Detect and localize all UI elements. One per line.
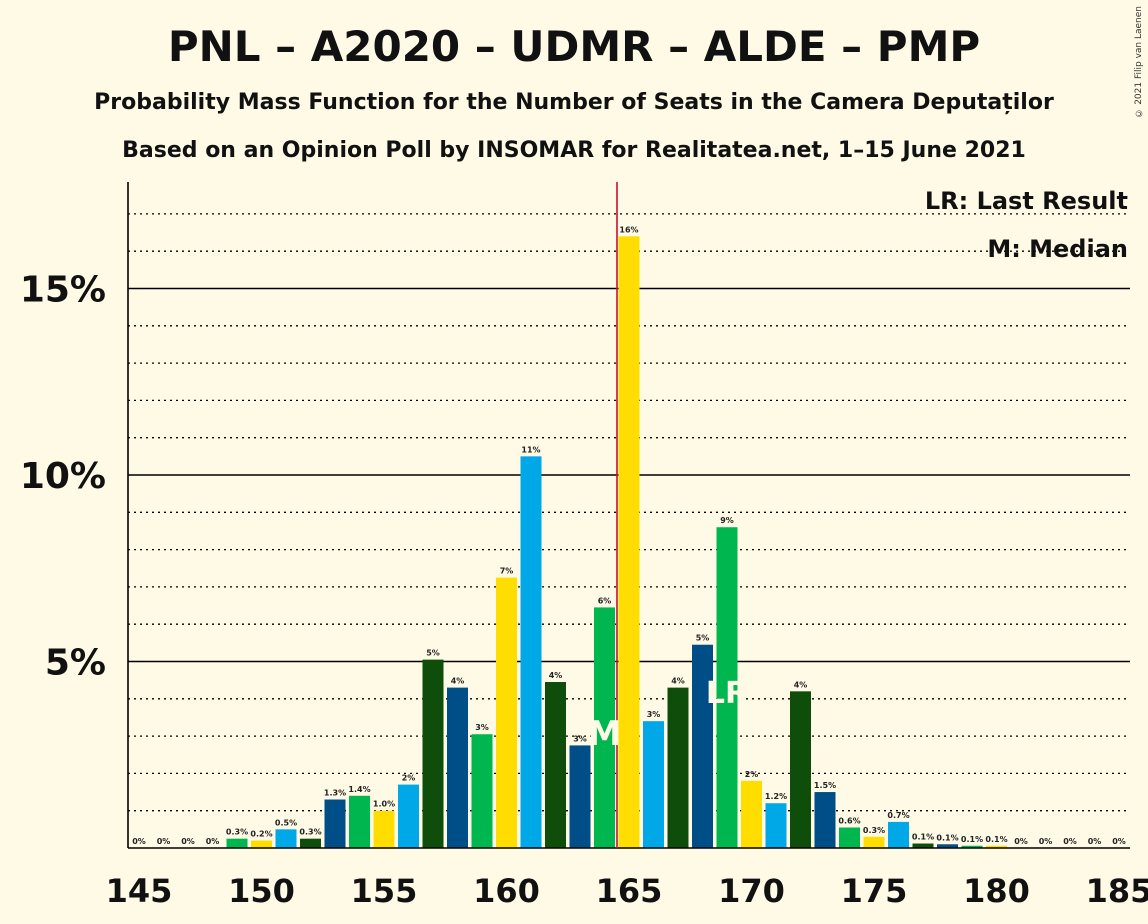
bar-label-154: 1.4%	[348, 785, 370, 794]
bar-label-167: 4%	[671, 677, 685, 686]
bar-label-157: 5%	[426, 649, 440, 658]
x-tick-label: 170	[718, 872, 785, 910]
bar-165	[618, 236, 640, 848]
bar-178	[937, 844, 958, 848]
last-result-marker: LR	[706, 676, 748, 711]
bar-152	[300, 838, 321, 848]
x-tick-label: 175	[841, 872, 908, 910]
x-tick-label: 150	[228, 872, 295, 910]
bar-166	[643, 721, 664, 848]
bar-label-180: 0.1%	[985, 835, 1007, 844]
bar-label-169: 9%	[720, 516, 734, 525]
bar-label-172: 4%	[794, 680, 808, 689]
bar-159	[471, 734, 493, 848]
bar-label-165: 16%	[619, 225, 638, 234]
bar-label-182: 0%	[1039, 837, 1053, 846]
bar-149	[226, 838, 248, 848]
bar-label-166: 3%	[647, 710, 661, 719]
bar-label-149: 0.3%	[226, 828, 248, 837]
bar-174	[839, 827, 860, 848]
bar-175	[863, 836, 885, 848]
bar-179	[961, 845, 983, 848]
bar-151	[275, 829, 297, 848]
chart-subtitle: Probability Mass Function for the Number…	[94, 90, 1054, 115]
bar-label-148: 0%	[206, 837, 220, 846]
bar-157	[422, 659, 444, 848]
bar-167	[667, 687, 689, 848]
bar-label-162: 4%	[549, 671, 563, 680]
bar-label-184: 0%	[1088, 837, 1102, 846]
bar-label-161: 11%	[521, 445, 540, 454]
bar-164	[594, 607, 615, 848]
bar-label-160: 7%	[500, 567, 514, 576]
x-tick-label: 160	[473, 872, 540, 910]
bar-161	[520, 456, 542, 848]
bar-label-185: 0%	[1112, 837, 1126, 846]
bar-label-155: 1.0%	[373, 800, 395, 809]
bar-150	[251, 840, 272, 848]
bar-label-174: 0.6%	[838, 816, 860, 825]
chart-source: Based on an Opinion Poll by INSOMAR for …	[122, 138, 1026, 163]
median-marker: M	[588, 714, 622, 754]
x-tick-label: 180	[963, 872, 1030, 910]
bar-label-146: 0%	[157, 837, 171, 846]
bar-158	[447, 687, 468, 848]
bar-162	[545, 682, 566, 848]
bar-169	[716, 527, 738, 848]
bar-label-178: 0.1%	[936, 833, 958, 842]
bar-label-150: 0.2%	[250, 830, 272, 839]
x-tick-label: 185	[1086, 872, 1148, 910]
x-tick-label: 165	[596, 872, 663, 910]
bar-171	[765, 803, 787, 848]
bar-label-168: 5%	[696, 634, 710, 643]
x-tick-label: 145	[106, 872, 173, 910]
x-tick-label: 155	[351, 872, 418, 910]
bar-label-145: 0%	[132, 837, 146, 846]
bar-labels: 0% 0% 0% 0%0.3% 0.2%0.5%0.3%1.3% 1.4%1.0%2%5%…	[132, 225, 1126, 846]
bar-177	[912, 843, 934, 848]
bar-156	[398, 784, 419, 848]
bar-170	[741, 780, 762, 848]
bar-label-156: 2%	[402, 774, 416, 783]
bar-label-179: 0.1%	[961, 835, 983, 844]
legend-last-result: LR: Last Result	[925, 187, 1128, 215]
axes: 5% 10% 15% 145 150 155 160 165 170 175 180 185	[20, 182, 1148, 910]
bar-160	[496, 577, 517, 848]
bar-155	[373, 810, 395, 848]
bar-172	[790, 691, 811, 848]
bar-label-158: 4%	[451, 677, 465, 686]
bar-label-176: 0.7%	[887, 811, 909, 820]
bar-label-177: 0.1%	[912, 833, 934, 842]
bar-168	[692, 644, 713, 848]
bar-label-163: 3%	[573, 734, 587, 743]
legend-median: M: Median	[987, 235, 1128, 263]
markers: M LR	[588, 182, 748, 848]
bar-label-181: 0%	[1014, 837, 1028, 846]
bar-176	[888, 821, 909, 848]
bar-163	[569, 745, 591, 848]
y-tick-label: 5%	[45, 643, 106, 684]
grid-lines	[128, 213, 1130, 812]
bar-label-147: 0%	[181, 837, 195, 846]
bar-label-183: 0%	[1063, 837, 1077, 846]
bars	[226, 236, 1007, 848]
bar-label-164: 6%	[598, 596, 612, 605]
bar-label-175: 0.3%	[863, 826, 885, 835]
bar-label-151: 0.5%	[275, 818, 297, 827]
bar-label-170: 2%	[745, 770, 759, 779]
bar-label-159: 3%	[475, 723, 489, 732]
bar-label-171: 1.2%	[765, 792, 787, 801]
y-tick-label: 10%	[20, 456, 106, 497]
bar-label-152: 0.3%	[299, 828, 321, 837]
bar-label-153: 1.3%	[324, 789, 346, 798]
y-tick-label: 15%	[20, 270, 106, 311]
bar-label-173: 1.5%	[814, 781, 836, 790]
bar-173	[814, 792, 836, 848]
bar-154	[349, 795, 370, 848]
chart-title: PNL – A2020 – UDMR – ALDE – PMP	[167, 22, 981, 71]
bar-180	[986, 845, 1007, 848]
bar-153	[324, 799, 346, 848]
